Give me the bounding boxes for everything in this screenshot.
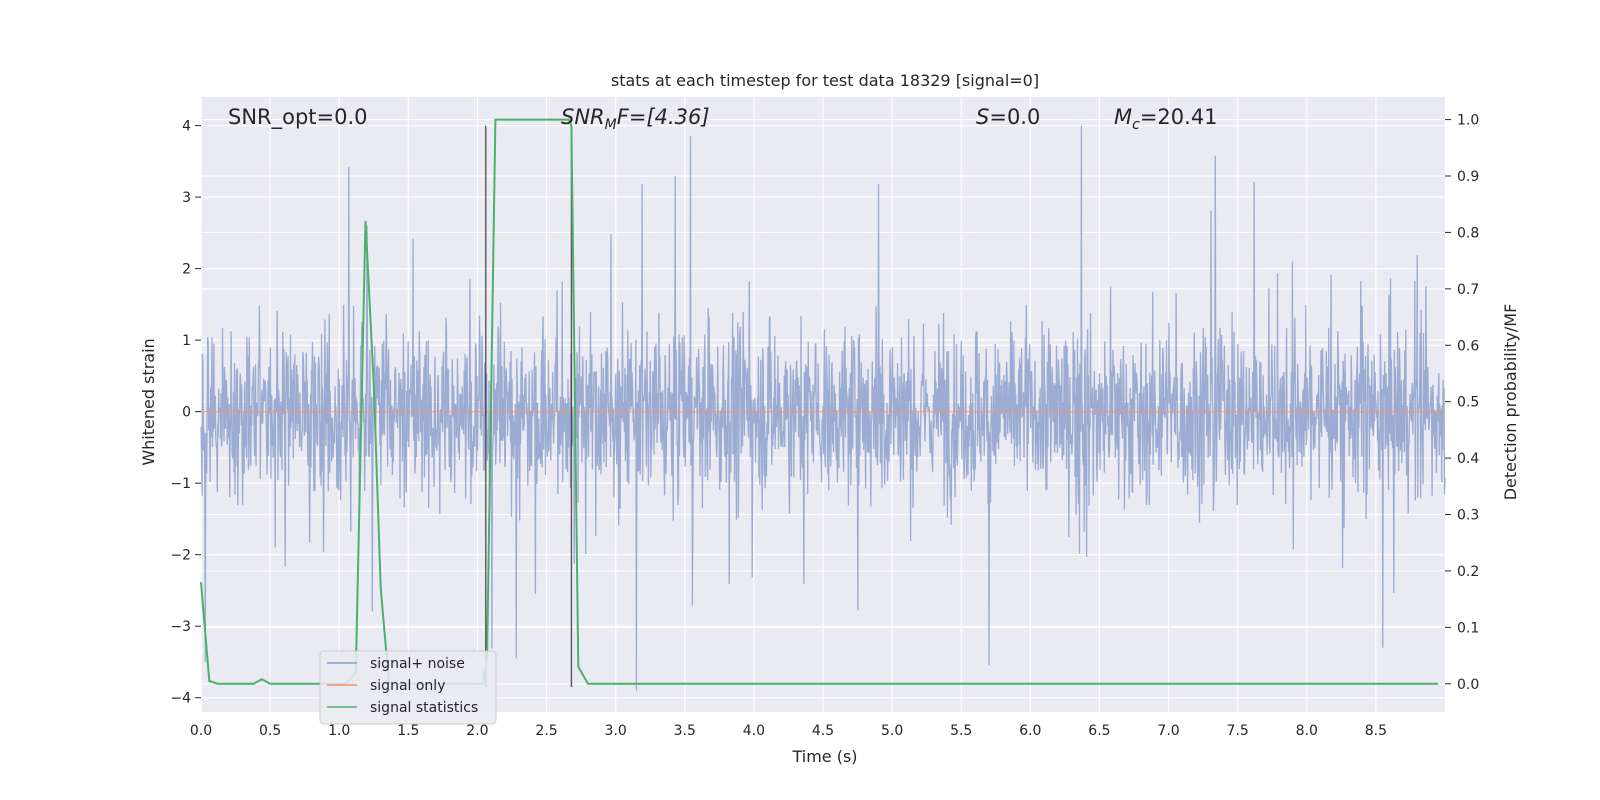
- x-tick-label: 7.5: [1227, 723, 1249, 739]
- axis-ticks: 0.0 0.5 1.0 1.5 2.0 2.5 3.0 3.5 4.0 4.5 5.0 5.5 6.0 6…: [170, 113, 1479, 739]
- y-tick-label-right: 0.2: [1457, 564, 1479, 580]
- annotation-s: S=0.0: [976, 105, 1040, 129]
- x-axis-label: Time (s): [791, 747, 857, 766]
- x-tick-label: 1.0: [328, 723, 350, 739]
- y-tick-label-left: −1: [170, 476, 191, 492]
- y-tick-label-right: 0.6: [1457, 338, 1479, 354]
- x-tick-label: 3.0: [605, 723, 627, 739]
- y-tick-label-right: 0.1: [1457, 620, 1479, 636]
- y-tick-label-right: 0.7: [1457, 282, 1479, 298]
- y-tick-label-right: 0.9: [1457, 169, 1479, 185]
- y-axis-label-right: Detection probability/MF: [1501, 304, 1520, 501]
- x-tick-label: 6.0: [1019, 723, 1041, 739]
- y-tick-label-right: 0.5: [1457, 395, 1479, 411]
- annotation-s-tail: =0.0: [989, 105, 1040, 129]
- x-tick-label: 3.5: [674, 723, 696, 739]
- annotation-snr-mf-sub: M: [605, 117, 617, 133]
- x-tick-label: 7.0: [1157, 723, 1179, 739]
- y-tick-label-left: 4: [182, 119, 191, 135]
- x-tick-label: 2.5: [535, 723, 557, 739]
- x-tick-label: 4.0: [743, 723, 765, 739]
- legend-label-signal-plus-noise: signal+ noise: [370, 656, 465, 672]
- y-tick-label-left: 2: [182, 262, 191, 278]
- legend-label-signal-statistics: signal statistics: [370, 700, 478, 716]
- y-tick-label-left: −3: [170, 619, 191, 635]
- annotation-snr-mf: SNRMF=[4.36]: [561, 105, 710, 133]
- x-tick-label: 5.5: [950, 723, 972, 739]
- chart-title: stats at each timestep for test data 183…: [611, 71, 1039, 90]
- annotation-mc-var: M: [1114, 105, 1132, 129]
- annotation-mc: Mc=20.41: [1114, 105, 1218, 133]
- x-tick-label: 0.5: [259, 723, 281, 739]
- legend: signal+ noise signal only signal statist…: [319, 650, 497, 725]
- y-tick-label-right: 0.8: [1457, 225, 1479, 241]
- y-tick-label-right: 0.3: [1457, 508, 1479, 524]
- x-tick-label: 8.0: [1296, 723, 1318, 739]
- x-tick-label: 8.5: [1365, 723, 1387, 739]
- y-tick-label-left: −2: [170, 548, 191, 564]
- series-signal-plus-noise: [200, 125, 1446, 691]
- annotation-mc-sub: c: [1132, 117, 1140, 133]
- y-axis-label-left: Whitened strain: [139, 338, 158, 465]
- y-tick-label-left: −4: [170, 691, 191, 707]
- annotation-snr-opt: SNR_opt=0.0: [228, 105, 368, 130]
- annotation-snr-mf-tail: F=[4.36]: [617, 105, 710, 129]
- y-tick-label-right: 0.0: [1457, 677, 1479, 693]
- x-tick-label: 5.0: [881, 723, 903, 739]
- signal-plus-noise-line: [200, 125, 1446, 691]
- vertical-markers: [485, 125, 573, 687]
- annotation-s-var: S: [976, 105, 989, 129]
- x-tick-label: 0.0: [190, 723, 212, 739]
- x-tick-label: 2.0: [466, 723, 488, 739]
- grid: [200, 97, 1445, 712]
- y-tick-label-right: 1.0: [1457, 113, 1479, 129]
- x-tick-label: 1.5: [397, 723, 419, 739]
- y-tick-label-left: 1: [182, 333, 191, 349]
- y-tick-label-left: 0: [182, 405, 191, 421]
- y-tick-label-left: 3: [182, 190, 191, 206]
- x-tick-label: 4.5: [812, 723, 834, 739]
- annotation-mc-tail: =20.41: [1140, 105, 1218, 129]
- legend-box: [319, 650, 497, 725]
- annotation-snr-mf-var: SNR: [561, 105, 605, 129]
- legend-label-signal-only: signal only: [370, 678, 445, 694]
- y-tick-label-right: 0.4: [1457, 451, 1479, 467]
- x-tick-label: 6.5: [1088, 723, 1110, 739]
